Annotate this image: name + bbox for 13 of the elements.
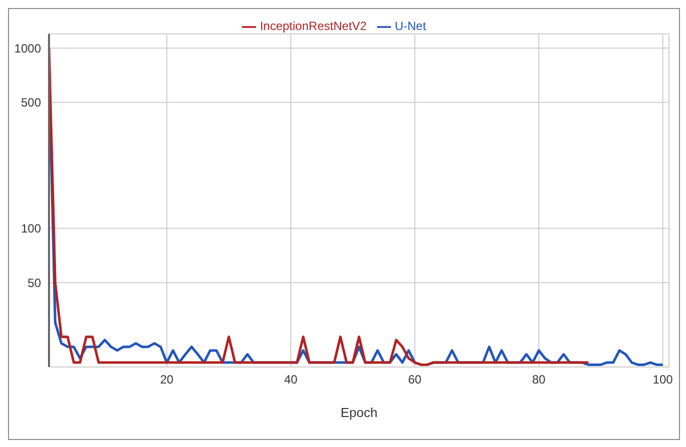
y-tick-label: 500 <box>20 96 42 110</box>
legend-label: U-Net <box>394 19 426 33</box>
x-tick-label: 80 <box>532 372 546 387</box>
x-tick-label: 40 <box>284 372 298 387</box>
y-tick-label: 100 <box>20 222 42 236</box>
x-tick-label: 100 <box>652 372 674 387</box>
legend-label: InceptionRestNetV2 <box>260 19 367 33</box>
x-tick-label: 20 <box>160 372 174 387</box>
x-axis-title: Epoch <box>340 405 378 420</box>
y-tick-label: 50 <box>28 276 42 290</box>
line-series <box>49 46 590 366</box>
y-tick-label: 1000 <box>14 41 42 56</box>
x-tick-label: 60 <box>408 372 422 387</box>
